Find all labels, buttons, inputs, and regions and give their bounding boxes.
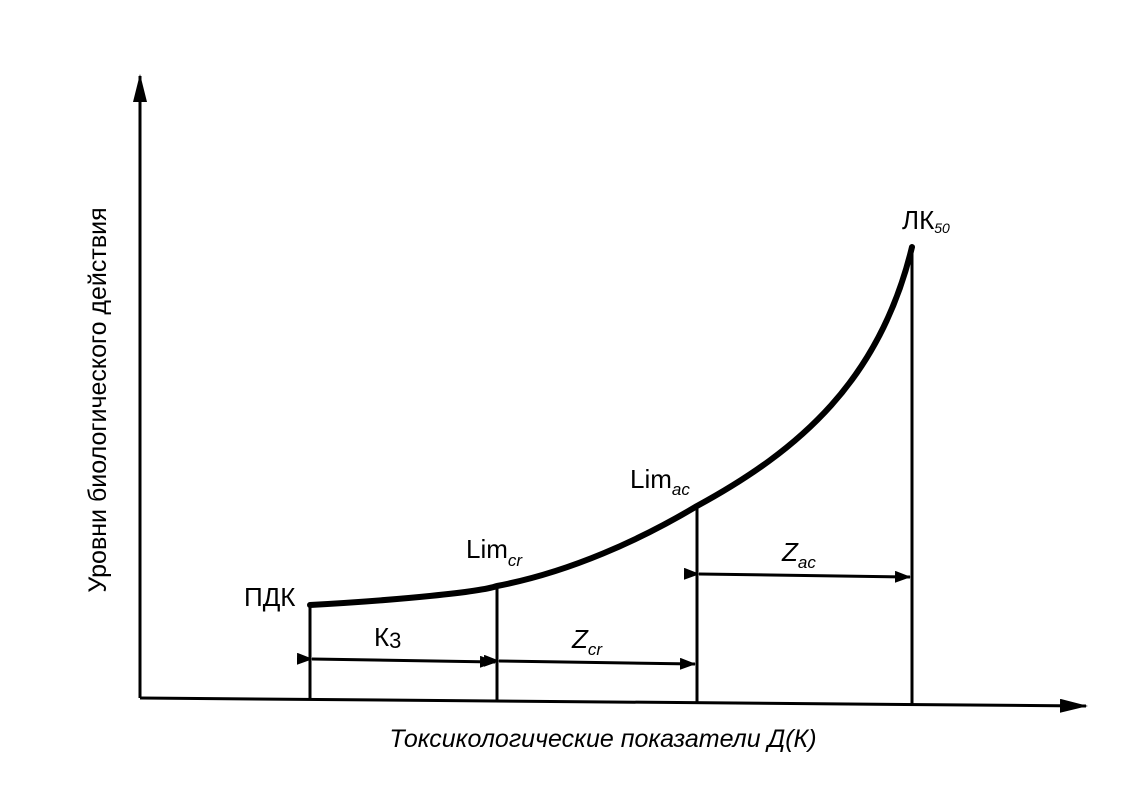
z-ac-label-sub: ac [798, 553, 816, 572]
lim-ac-label: Limac [630, 464, 690, 499]
lim-cr-label-main: Lim [466, 534, 508, 564]
z-ac-arrow [683, 567, 911, 583]
z-cr-arrow [483, 654, 696, 670]
z-cr-label: Zcr [571, 624, 603, 659]
lk50-label: ЛК50 [902, 205, 950, 236]
lim-cr-label-sub: cr [508, 551, 524, 570]
k3-label-main: К [374, 622, 389, 652]
x-axis [139, 696, 1088, 713]
z-cr-label-sub: cr [588, 640, 604, 659]
x-axis-title: Токсикологические показатели Д(К) [389, 725, 816, 753]
z-cr-label-main: Z [571, 624, 589, 654]
lim-ac-label-sub: ac [672, 480, 690, 499]
k3-arrow [296, 652, 496, 668]
pdk-label-main: ПДК [244, 582, 295, 612]
pdk-label: ПДК [244, 582, 295, 612]
lim-cr-label: Limcr [466, 534, 523, 570]
z-ac-label-main: Z [781, 537, 799, 567]
lk50-label-main: ЛК [902, 205, 934, 235]
effect-curve [307, 244, 915, 608]
k3-label: К3 [374, 622, 401, 653]
y-axis-title: Уровни биологического действия [84, 207, 112, 592]
z-ac-label: Zac [781, 537, 816, 572]
lim-ac-label-main: Lim [630, 464, 672, 494]
k3-label-sub: 3 [389, 628, 401, 653]
lk50-label-sub: 50 [934, 220, 950, 236]
